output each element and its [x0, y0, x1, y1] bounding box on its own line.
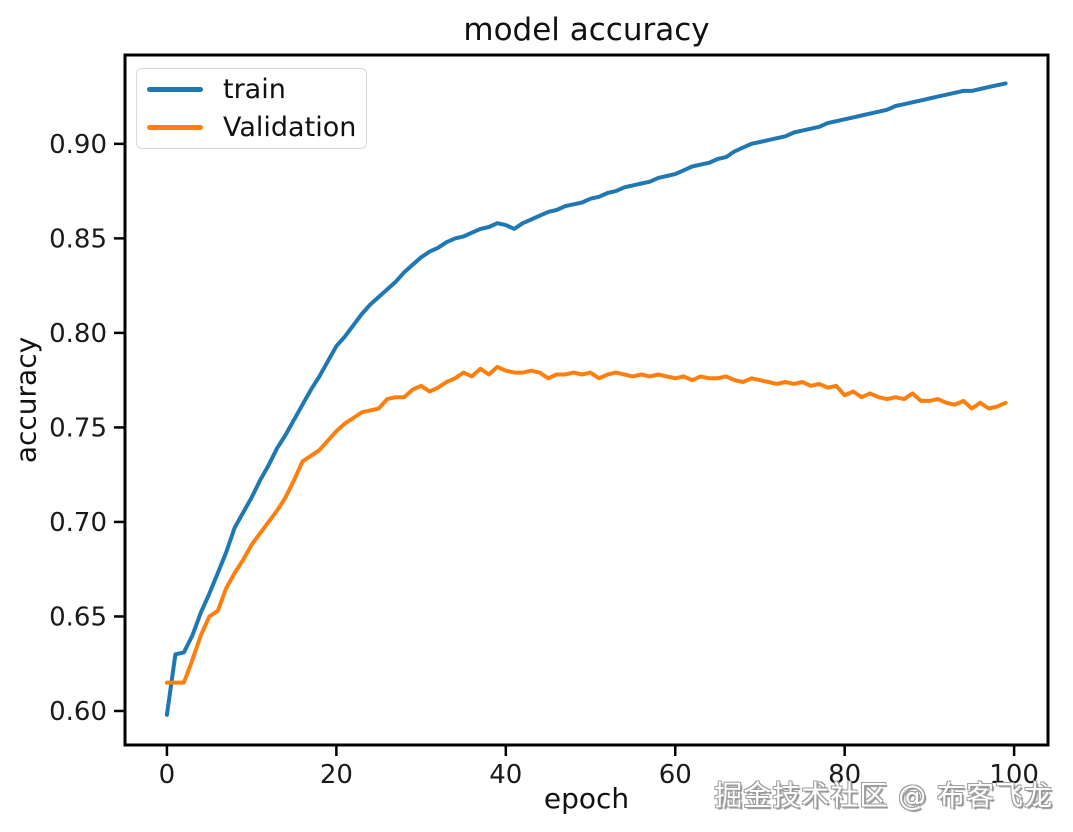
y-tick-label: 0.75 [49, 413, 107, 443]
chart-title: model accuracy [463, 12, 710, 48]
y-axis-label: accuracy [9, 336, 43, 464]
series-line-validation [164, 364, 1008, 685]
y-tick-label: 0.70 [49, 508, 107, 538]
x-tick-label: 40 [489, 760, 522, 790]
legend-label: train [223, 74, 286, 105]
legend-line-swatch [147, 87, 203, 92]
y-tick-label: 0.60 [49, 697, 107, 727]
y-tick-label: 0.80 [49, 319, 107, 349]
x-tick-label: 20 [320, 760, 353, 790]
y-tick-label: 0.90 [49, 130, 107, 160]
x-tick-label: 80 [828, 760, 861, 790]
x-axis-label: epoch [543, 782, 630, 815]
legend: train Validation [136, 68, 367, 149]
series-line-train [164, 81, 1008, 717]
y-tick-label: 0.65 [49, 602, 107, 632]
x-tick-label: 0 [159, 760, 176, 790]
x-tick-label: 100 [989, 760, 1039, 790]
axes-spines [123, 53, 1050, 747]
legend-line-swatch [147, 125, 203, 130]
legend-item: Validation [147, 109, 366, 147]
watermark-text: 掘金技术社区 @ 布客飞龙 [714, 779, 1053, 812]
x-tick-label: 60 [659, 760, 692, 790]
legend-label: Validation [223, 112, 357, 143]
legend-item: train [147, 71, 366, 109]
y-tick-label: 0.85 [49, 224, 107, 254]
